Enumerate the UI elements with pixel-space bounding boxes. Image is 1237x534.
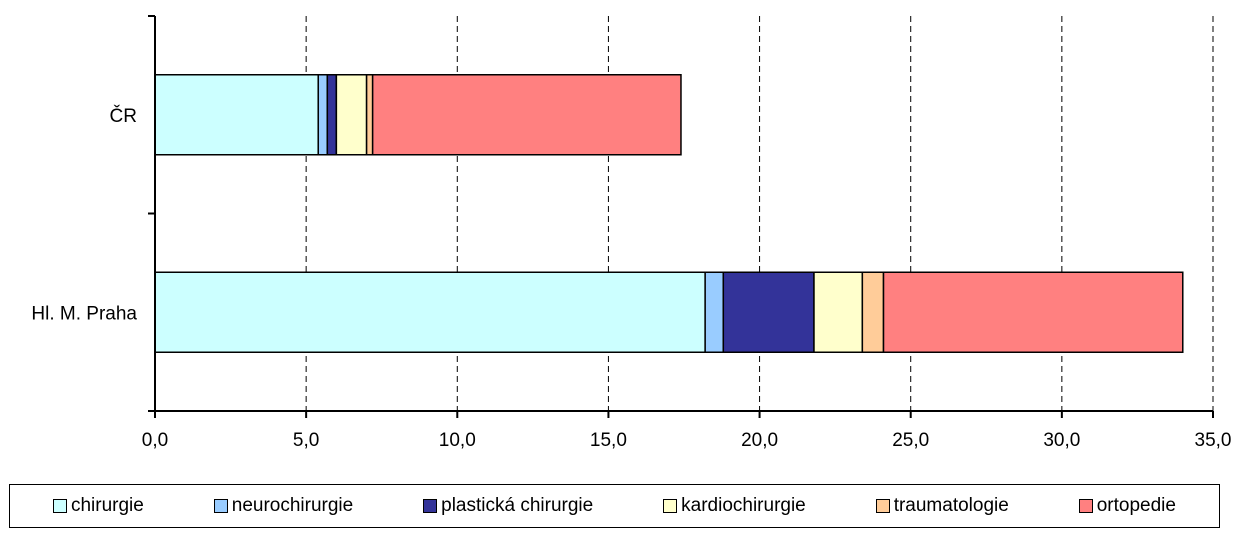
legend-item: kardiochirurgie <box>663 495 806 517</box>
bar-segment <box>154 271 706 353</box>
chart-legend: chirurgie neurochirurgie plastická chirurg… <box>9 484 1220 528</box>
bar-segment <box>813 271 864 353</box>
legend-swatch <box>52 499 67 513</box>
x-tick-label: 35,0 <box>1195 430 1232 451</box>
bar-segment <box>154 74 319 156</box>
legend-swatch <box>213 499 228 513</box>
legend-label: kardiochirurgie <box>681 495 806 516</box>
bar-segment <box>317 74 329 156</box>
bar-segment <box>365 74 374 156</box>
x-tick-label: 15,0 <box>590 430 627 451</box>
legend-label: chirurgie <box>70 495 144 516</box>
category-label: ČR <box>110 105 137 127</box>
x-tick-label: 10,0 <box>439 430 476 451</box>
bar-segment <box>335 74 368 156</box>
bar-segment <box>861 271 885 353</box>
bar-segment <box>371 74 682 156</box>
bar-segment <box>882 271 1184 353</box>
legend-swatch <box>875 499 890 513</box>
legend-swatch <box>423 499 438 513</box>
x-tick-label: 25,0 <box>892 430 929 451</box>
legend-item: neurochirurgie <box>213 495 354 517</box>
category-label: Hl. M. Praha <box>31 303 137 324</box>
legend-swatch <box>663 499 678 513</box>
bar-segment <box>704 271 725 353</box>
legend-item: ortopedie <box>1078 495 1176 517</box>
bar-segment <box>722 271 815 353</box>
x-tick-label: 20,0 <box>741 430 778 451</box>
legend-item: chirurgie <box>52 495 144 517</box>
bar-segment <box>326 74 338 156</box>
x-tick-label: 0,0 <box>142 430 168 451</box>
legend-label: plastická chirurgie <box>441 495 594 516</box>
legend-label: neurochirurgie <box>231 495 354 516</box>
legend-swatch <box>1078 499 1093 513</box>
legend-item: traumatologie <box>875 495 1009 517</box>
legend-item: plastická chirurgie <box>423 495 593 517</box>
legend-label: ortopedie <box>1096 495 1176 516</box>
x-tick-label: 5,0 <box>293 430 319 451</box>
stacked-bar-chart: ČR Hl. M. Praha 0,0 5,0 10,0 15,0 20,0 25,0 30,0… <box>31 15 1232 451</box>
x-tick-label: 30,0 <box>1043 430 1080 451</box>
legend-label: traumatologie <box>893 495 1009 516</box>
